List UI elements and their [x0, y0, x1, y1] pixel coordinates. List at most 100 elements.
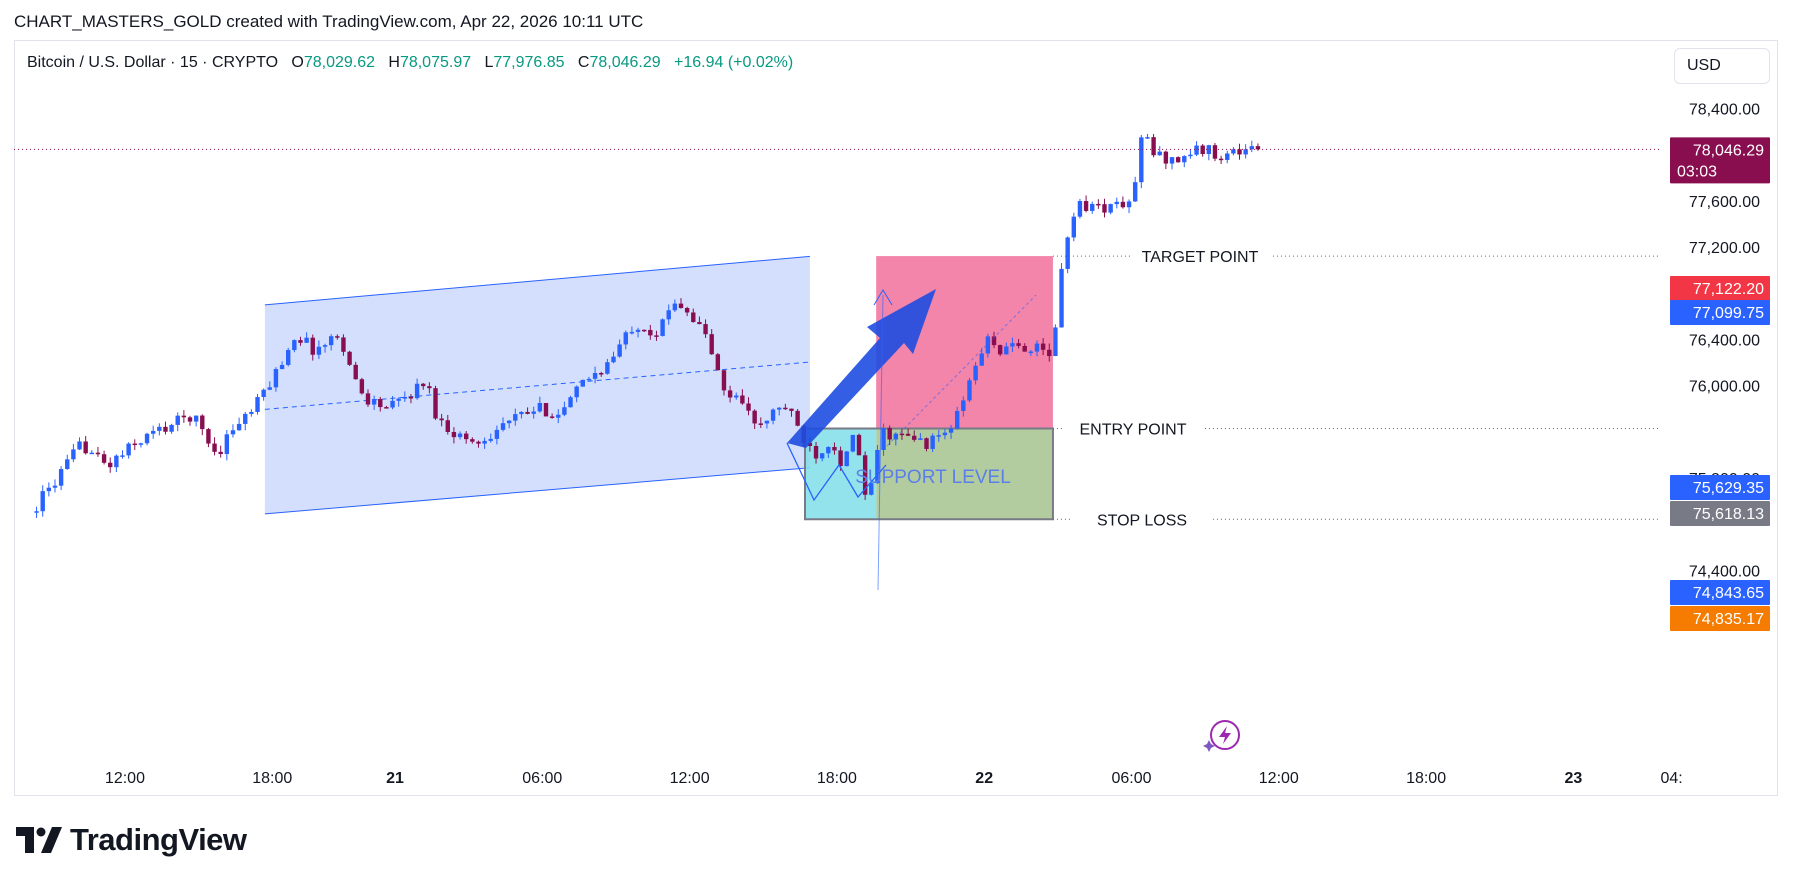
price-label: 78,046.29 — [1693, 142, 1764, 159]
candle-body — [1096, 203, 1101, 206]
currency-button[interactable]: USD — [1674, 48, 1770, 84]
candle-body — [470, 439, 475, 442]
projection-arrowhead — [873, 289, 893, 306]
price-label-bg — [1670, 276, 1770, 301]
x-tick-label: 23 — [1565, 770, 1583, 787]
stop-loss-label: STOP LOSS — [1097, 512, 1187, 529]
candle-body — [912, 435, 917, 440]
candle-body — [1102, 204, 1107, 213]
price-label: 74,843.65 — [1693, 585, 1764, 602]
candle-body — [1120, 201, 1126, 208]
x-tick-label: 06:00 — [522, 770, 562, 787]
candle-body — [433, 388, 438, 419]
candle-body — [114, 455, 119, 468]
candle-body — [967, 380, 972, 401]
candle-body — [463, 433, 469, 440]
candle-body — [611, 356, 616, 363]
low-value: 77,976.85 — [493, 54, 565, 71]
candle-body — [691, 312, 696, 323]
x-tick-label: 18:00 — [817, 770, 857, 787]
candle-body — [1237, 149, 1242, 155]
candle-body — [482, 440, 487, 444]
candle-body — [378, 399, 383, 408]
candle-body — [1139, 137, 1144, 183]
candle-body — [384, 407, 389, 409]
close-value: 78,046.29 — [589, 54, 661, 71]
candle-body — [347, 351, 352, 365]
price-countdown: 03:03 — [1677, 163, 1717, 180]
candle-body — [212, 443, 217, 452]
x-tick-label: 22 — [975, 770, 993, 787]
candle-body — [1114, 201, 1119, 205]
candle-body — [924, 438, 929, 449]
candle-body — [764, 420, 770, 424]
candle-body — [973, 365, 978, 381]
candle-body — [1059, 268, 1064, 328]
candle-body — [328, 336, 334, 346]
candle-body — [758, 423, 763, 425]
candle-body — [286, 350, 291, 365]
candle-body — [948, 428, 954, 433]
candle-body — [341, 337, 346, 352]
candle-body — [697, 322, 702, 325]
candle-body — [500, 423, 506, 430]
candle-body — [236, 423, 242, 431]
lightning-icon[interactable] — [1203, 720, 1240, 752]
candle-body — [390, 400, 395, 408]
lightning-icon-ring — [1210, 720, 1240, 750]
candle-body — [684, 307, 690, 313]
candle-body — [58, 469, 64, 486]
candle-body — [525, 411, 530, 414]
candle-body — [157, 426, 162, 431]
channel-mid-line — [264, 361, 810, 410]
candle-body — [881, 428, 886, 450]
candle-body — [875, 449, 880, 484]
candle-body — [1022, 345, 1027, 352]
candle-body — [856, 434, 862, 456]
candle-body — [206, 429, 211, 444]
entry-point-label: ENTRY POINT — [1080, 422, 1187, 439]
candle-body — [1016, 343, 1021, 346]
candle-body — [488, 438, 493, 441]
candle-body — [844, 451, 849, 467]
candle-body — [1182, 156, 1187, 163]
candle-body — [580, 379, 586, 387]
candle-body — [997, 345, 1003, 355]
chart-frame[interactable] — [14, 40, 1778, 796]
candle-body — [672, 303, 678, 311]
projection-line — [877, 294, 884, 591]
candle-body — [531, 411, 536, 414]
candle-body — [1218, 158, 1224, 161]
candle-body — [279, 364, 285, 370]
candle-body — [1028, 351, 1034, 354]
candle-body — [396, 398, 401, 401]
candle-body — [1126, 201, 1132, 208]
price-label-bg — [1670, 501, 1770, 526]
candle-body — [734, 395, 739, 398]
tradingview-logo-icon — [16, 827, 62, 853]
candle-body — [556, 414, 561, 418]
symbol-legend[interactable]: Bitcoin / U.S. Dollar · 15 · CRYPTO O78,… — [27, 54, 793, 72]
tradingview-logo[interactable]: TradingView — [16, 822, 247, 858]
candle-body — [65, 459, 70, 470]
level-label-bg — [1063, 417, 1203, 440]
x-tick-label: 12:00 — [1259, 770, 1299, 787]
channel-fill — [264, 256, 810, 514]
candle-body — [942, 432, 948, 436]
x-tick-label: 18:00 — [1406, 770, 1446, 787]
candle-body — [1188, 154, 1193, 157]
y-tick-label: 77,600.00 — [1689, 194, 1760, 211]
candle-body — [132, 443, 137, 446]
candle-body — [1004, 346, 1009, 355]
candle-body — [1206, 145, 1212, 154]
candle-body — [304, 337, 309, 343]
candle-body — [89, 452, 95, 455]
candle-body — [1145, 137, 1150, 139]
candle-body — [777, 407, 782, 410]
candle-body — [108, 462, 113, 468]
candle-body — [887, 428, 892, 440]
candle-body — [635, 329, 641, 332]
x-tick-label: 12:00 — [105, 770, 145, 787]
candle-body — [592, 372, 598, 379]
